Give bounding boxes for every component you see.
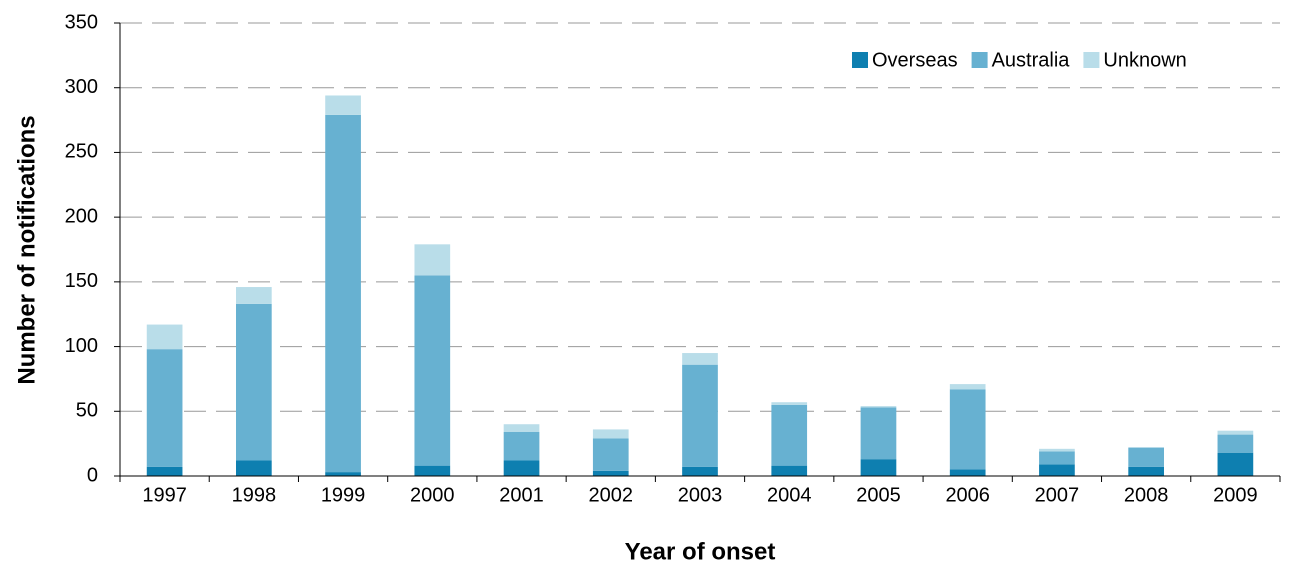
bar-segment xyxy=(682,466,718,476)
bar-segment xyxy=(682,364,718,467)
bar-segment xyxy=(682,353,718,365)
y-tick-label: 150 xyxy=(65,270,98,292)
legend-swatch xyxy=(971,52,988,68)
x-tick-label: 2003 xyxy=(678,484,723,506)
x-tick-label: 2006 xyxy=(945,484,990,506)
legend-label: Australia xyxy=(992,49,1071,71)
bar-segment xyxy=(1217,434,1254,453)
y-tick-label: 300 xyxy=(65,76,98,98)
bar-segment xyxy=(949,469,986,476)
y-axis-title: Number of notifications xyxy=(13,115,40,384)
bar-segment xyxy=(146,324,183,350)
bar-segment xyxy=(1039,448,1075,452)
x-axis-title: Year of onset xyxy=(625,538,776,565)
bar-segment xyxy=(325,472,361,476)
bar-segment xyxy=(414,465,451,476)
x-tick-label: 2000 xyxy=(410,484,455,506)
bar-segment xyxy=(503,460,540,476)
legend-swatch xyxy=(1083,52,1100,68)
y-tick-label: 0 xyxy=(87,464,98,486)
bar-segment xyxy=(1128,466,1164,476)
y-tick-label: 100 xyxy=(65,335,98,357)
x-tick-label: 2008 xyxy=(1124,484,1169,506)
bar-segment xyxy=(503,424,540,432)
bar-segment xyxy=(236,287,272,304)
bar-segment xyxy=(236,460,272,476)
bar-segment xyxy=(771,465,808,476)
legend-label: Overseas xyxy=(872,49,958,71)
x-tick-label: 1998 xyxy=(232,484,277,506)
legend-swatch xyxy=(852,52,868,68)
bar-segment xyxy=(771,402,808,405)
bar-segment xyxy=(771,404,808,466)
y-tick-label: 250 xyxy=(65,141,98,163)
bar-segment xyxy=(860,407,897,460)
bar-segment xyxy=(949,389,986,470)
y-tick-label: 50 xyxy=(76,400,98,422)
x-tick-label: 1997 xyxy=(142,484,187,506)
legend-label: Unknown xyxy=(1103,49,1186,71)
x-tick-label: 2009 xyxy=(1213,484,1258,506)
bar-segment xyxy=(236,303,272,461)
y-tick-label: 350 xyxy=(65,11,98,33)
bar-segment xyxy=(1039,451,1075,465)
bar-segment xyxy=(325,95,361,115)
bar-segment xyxy=(414,275,451,466)
x-tick-label: 2002 xyxy=(589,484,634,506)
bar-segment xyxy=(949,384,986,390)
bar-segment xyxy=(592,429,629,439)
bar-segment xyxy=(592,438,629,471)
bar-segment xyxy=(414,244,451,276)
bar-segment xyxy=(1039,464,1075,476)
bar-segment xyxy=(325,114,361,473)
bar-segment xyxy=(503,431,540,461)
bar-segment xyxy=(146,466,183,476)
x-tick-label: 2007 xyxy=(1035,484,1080,506)
bar-segment xyxy=(146,349,183,467)
x-tick-label: 2001 xyxy=(499,484,544,506)
bar-segment xyxy=(1217,430,1254,435)
x-tick-label: 2005 xyxy=(856,484,901,506)
x-tick-label: 2004 xyxy=(767,484,812,506)
bar-segment xyxy=(592,470,629,476)
bar-segment xyxy=(860,459,897,476)
bar-segment xyxy=(860,406,897,408)
y-tick-label: 200 xyxy=(65,205,98,227)
x-tick-label: 1999 xyxy=(321,484,366,506)
bar-segment xyxy=(1217,452,1254,476)
bar-segment xyxy=(1128,447,1164,467)
